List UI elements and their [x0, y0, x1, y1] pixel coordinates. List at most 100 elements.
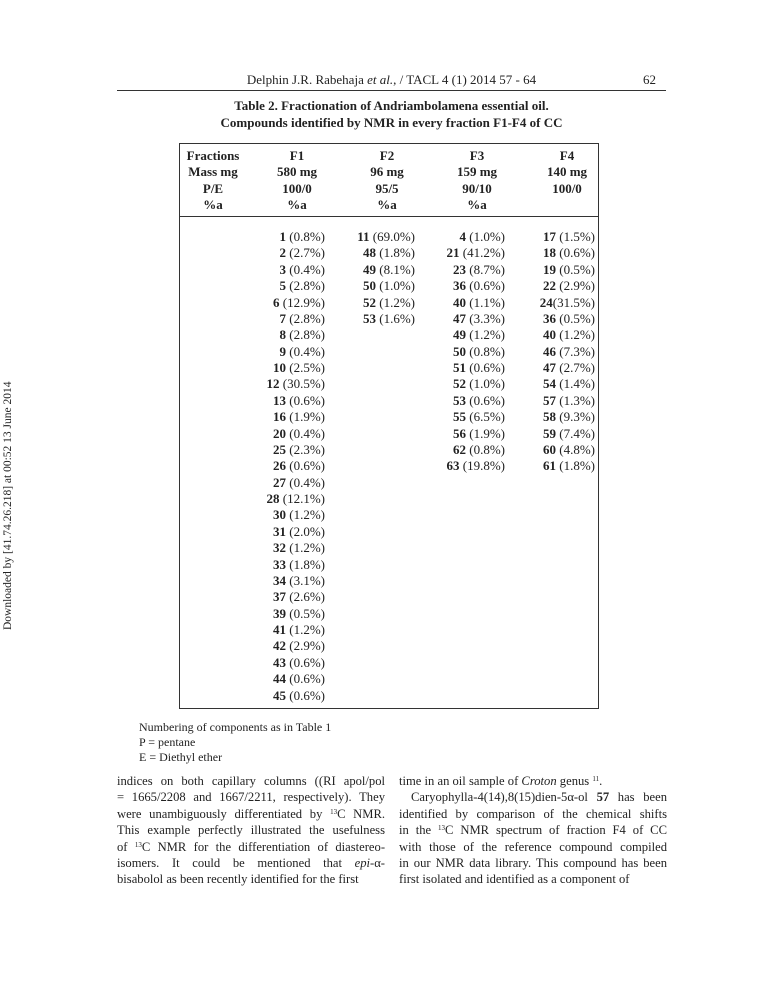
compound-percent: (0.5%) — [556, 310, 595, 326]
compound-number: 40 — [453, 294, 466, 310]
compound-percent: (0.6%) — [286, 687, 325, 703]
compound-number: 17 — [543, 229, 556, 244]
compound-entry: 8 (2.8%) — [267, 327, 326, 343]
compound-percent: (2.0%) — [286, 523, 325, 539]
header-cell: Mass mg — [188, 164, 238, 180]
header-cell: %a — [203, 196, 223, 212]
compound-entry: 36 (0.5%) — [540, 311, 595, 327]
text-line: in our NMR data library. This compound h… — [399, 856, 667, 871]
compound-entry: 3 (0.4%) — [267, 262, 326, 278]
compound-percent: (0.6%) — [466, 278, 505, 294]
compound-number: 10 — [273, 360, 286, 375]
compound-percent: (0.8%) — [466, 441, 505, 457]
compound-entry: 49 (8.1%) — [357, 262, 415, 278]
compound-entry: 20 (0.4%) — [267, 425, 325, 442]
compound-number: 47 — [453, 310, 466, 326]
compound-percent: (2.7%) — [556, 360, 595, 375]
compound-entry: 13 (0.6%) — [267, 393, 325, 409]
compound-percent: (1.0%) — [466, 376, 505, 392]
compound-entry: 9 (0.4%) — [267, 344, 326, 360]
compound-entry: 19 (0.5%) — [540, 262, 595, 278]
compound-entry: 53 (0.6%) — [447, 392, 505, 409]
compound-entry: 12 (30.5%) — [267, 376, 326, 392]
column-header: F2 96 mg 95/5 %a — [347, 148, 427, 213]
compound-number: 11 — [357, 229, 370, 244]
body-column-left: indices on both capillary columns ((RI a… — [117, 773, 385, 888]
compound-number: 44 — [273, 671, 286, 687]
compound-number: 25 — [273, 441, 286, 457]
caption-line: Compounds identified by NMR in every fra… — [220, 115, 563, 130]
compound-entry: 57 (1.3%) — [540, 393, 595, 409]
fraction-column-f1: 1 (0.8%) 2 (2.7%) 3 (0.4%) 5 (2.8%) 6 (12.9%… — [267, 229, 326, 704]
compound-number: 12 — [266, 376, 280, 392]
table-notes: Numbering of components as in Table 1 P … — [139, 720, 331, 765]
compound-number: 20 — [273, 425, 286, 441]
compound-entry: 24(31.5%) — [540, 295, 595, 311]
compound-percent: (0.8%) — [466, 343, 505, 359]
compound-percent: (1.1%) — [466, 294, 505, 310]
compound-entry: 28 (12.1%) — [267, 491, 326, 507]
compound-number: 19 — [543, 261, 556, 277]
compound-entry: 25 (2.3%) — [267, 441, 325, 458]
compound-number: 36 — [543, 310, 556, 326]
text-line: first isolated and identified as a compo… — [399, 872, 630, 887]
text-line: identified by comparison of the chemical… — [399, 806, 667, 821]
compound-entry: 5 (2.8%) — [267, 278, 326, 294]
compound-number: 39 — [273, 605, 286, 621]
compound-number: 51 — [453, 360, 466, 375]
compound-percent: (2.6%) — [286, 589, 325, 605]
compound-percent: (2.3%) — [286, 441, 325, 457]
compound-number: 58 — [543, 409, 556, 425]
compound-entry: 17 (1.5%) — [540, 229, 595, 245]
header-divider — [180, 216, 598, 217]
compound-percent: (0.6%) — [556, 245, 595, 261]
compound-entry: 34 (3.1%) — [267, 572, 325, 589]
table-caption: Table 2. Fractionation of Andriambolamen… — [117, 97, 666, 131]
compound-number: 48 — [363, 245, 376, 261]
compound-number: 53 — [363, 310, 376, 326]
compound-entry: 62 (0.8%) — [447, 441, 505, 458]
compound-entry: 1 (0.8%) — [267, 229, 326, 245]
compound-percent: (1.8%) — [286, 556, 325, 572]
compound-number: 57 — [543, 392, 556, 408]
text-line: were unambiguously differentiated by 13C… — [117, 806, 386, 821]
compound-percent: (0.6%) — [466, 392, 505, 408]
page-number: 62 — [643, 72, 656, 87]
fraction-column-f3: 4 (1.0%) 21 (41.2%) 23 (8.7%) 36 (0.6%) 40 (… — [447, 229, 506, 475]
compound-percent: (7.4%) — [556, 425, 595, 441]
compound-number: 5 — [279, 278, 287, 294]
compound-percent: (1.2%) — [286, 507, 325, 523]
header-journal: , / TACL 4 (1) 2014 57 - 64 — [393, 72, 537, 87]
compound-entry: 45 (0.6%) — [267, 687, 325, 704]
note: Numbering of components as in Table 1 — [139, 720, 332, 734]
compound-number: 43 — [273, 654, 286, 670]
compound-number: 42 — [273, 638, 286, 654]
running-header: Delphin J.R. Rabehaja et al., / TACL 4 (… — [117, 70, 666, 91]
compound-percent: (1.2%) — [286, 540, 325, 556]
compound-percent: (0.6%) — [286, 671, 325, 687]
compound-percent: (1.0%) — [466, 229, 505, 244]
compound-percent: (1.2%) — [466, 327, 505, 343]
compound-number: 54 — [543, 376, 556, 392]
compound-number: 28 — [266, 491, 280, 506]
column-header: F3 159 mg 90/10 %a — [437, 148, 517, 213]
compound-entry: 33 (1.8%) — [267, 556, 325, 573]
compound-number: 2 — [279, 245, 287, 261]
compound-percent: (30.5%) — [279, 376, 325, 392]
note: P = pentane — [139, 735, 196, 749]
compound-percent: (2.8%) — [286, 278, 325, 294]
compound-entry: 16 (1.9%) — [267, 409, 325, 425]
compound-number: 53 — [453, 392, 466, 408]
caption-line: Table 2. Fractionation of Andriambolamen… — [234, 98, 549, 113]
compound-percent: (8.7%) — [466, 261, 505, 277]
header-cell: F1 — [289, 148, 305, 163]
compound-percent: (3.1%) — [286, 572, 325, 588]
compound-number: 7 — [279, 310, 287, 326]
header-cell: %a — [287, 196, 307, 212]
text-line: time in an oil sample of Croton genus 11… — [399, 774, 603, 788]
compound-number: 30 — [273, 507, 286, 523]
compound-percent: (2.5%) — [286, 360, 325, 375]
compound-entry: 43 (0.6%) — [267, 654, 325, 671]
compound-percent: (6.5%) — [466, 409, 505, 425]
compound-percent: (1.4%) — [556, 376, 595, 392]
